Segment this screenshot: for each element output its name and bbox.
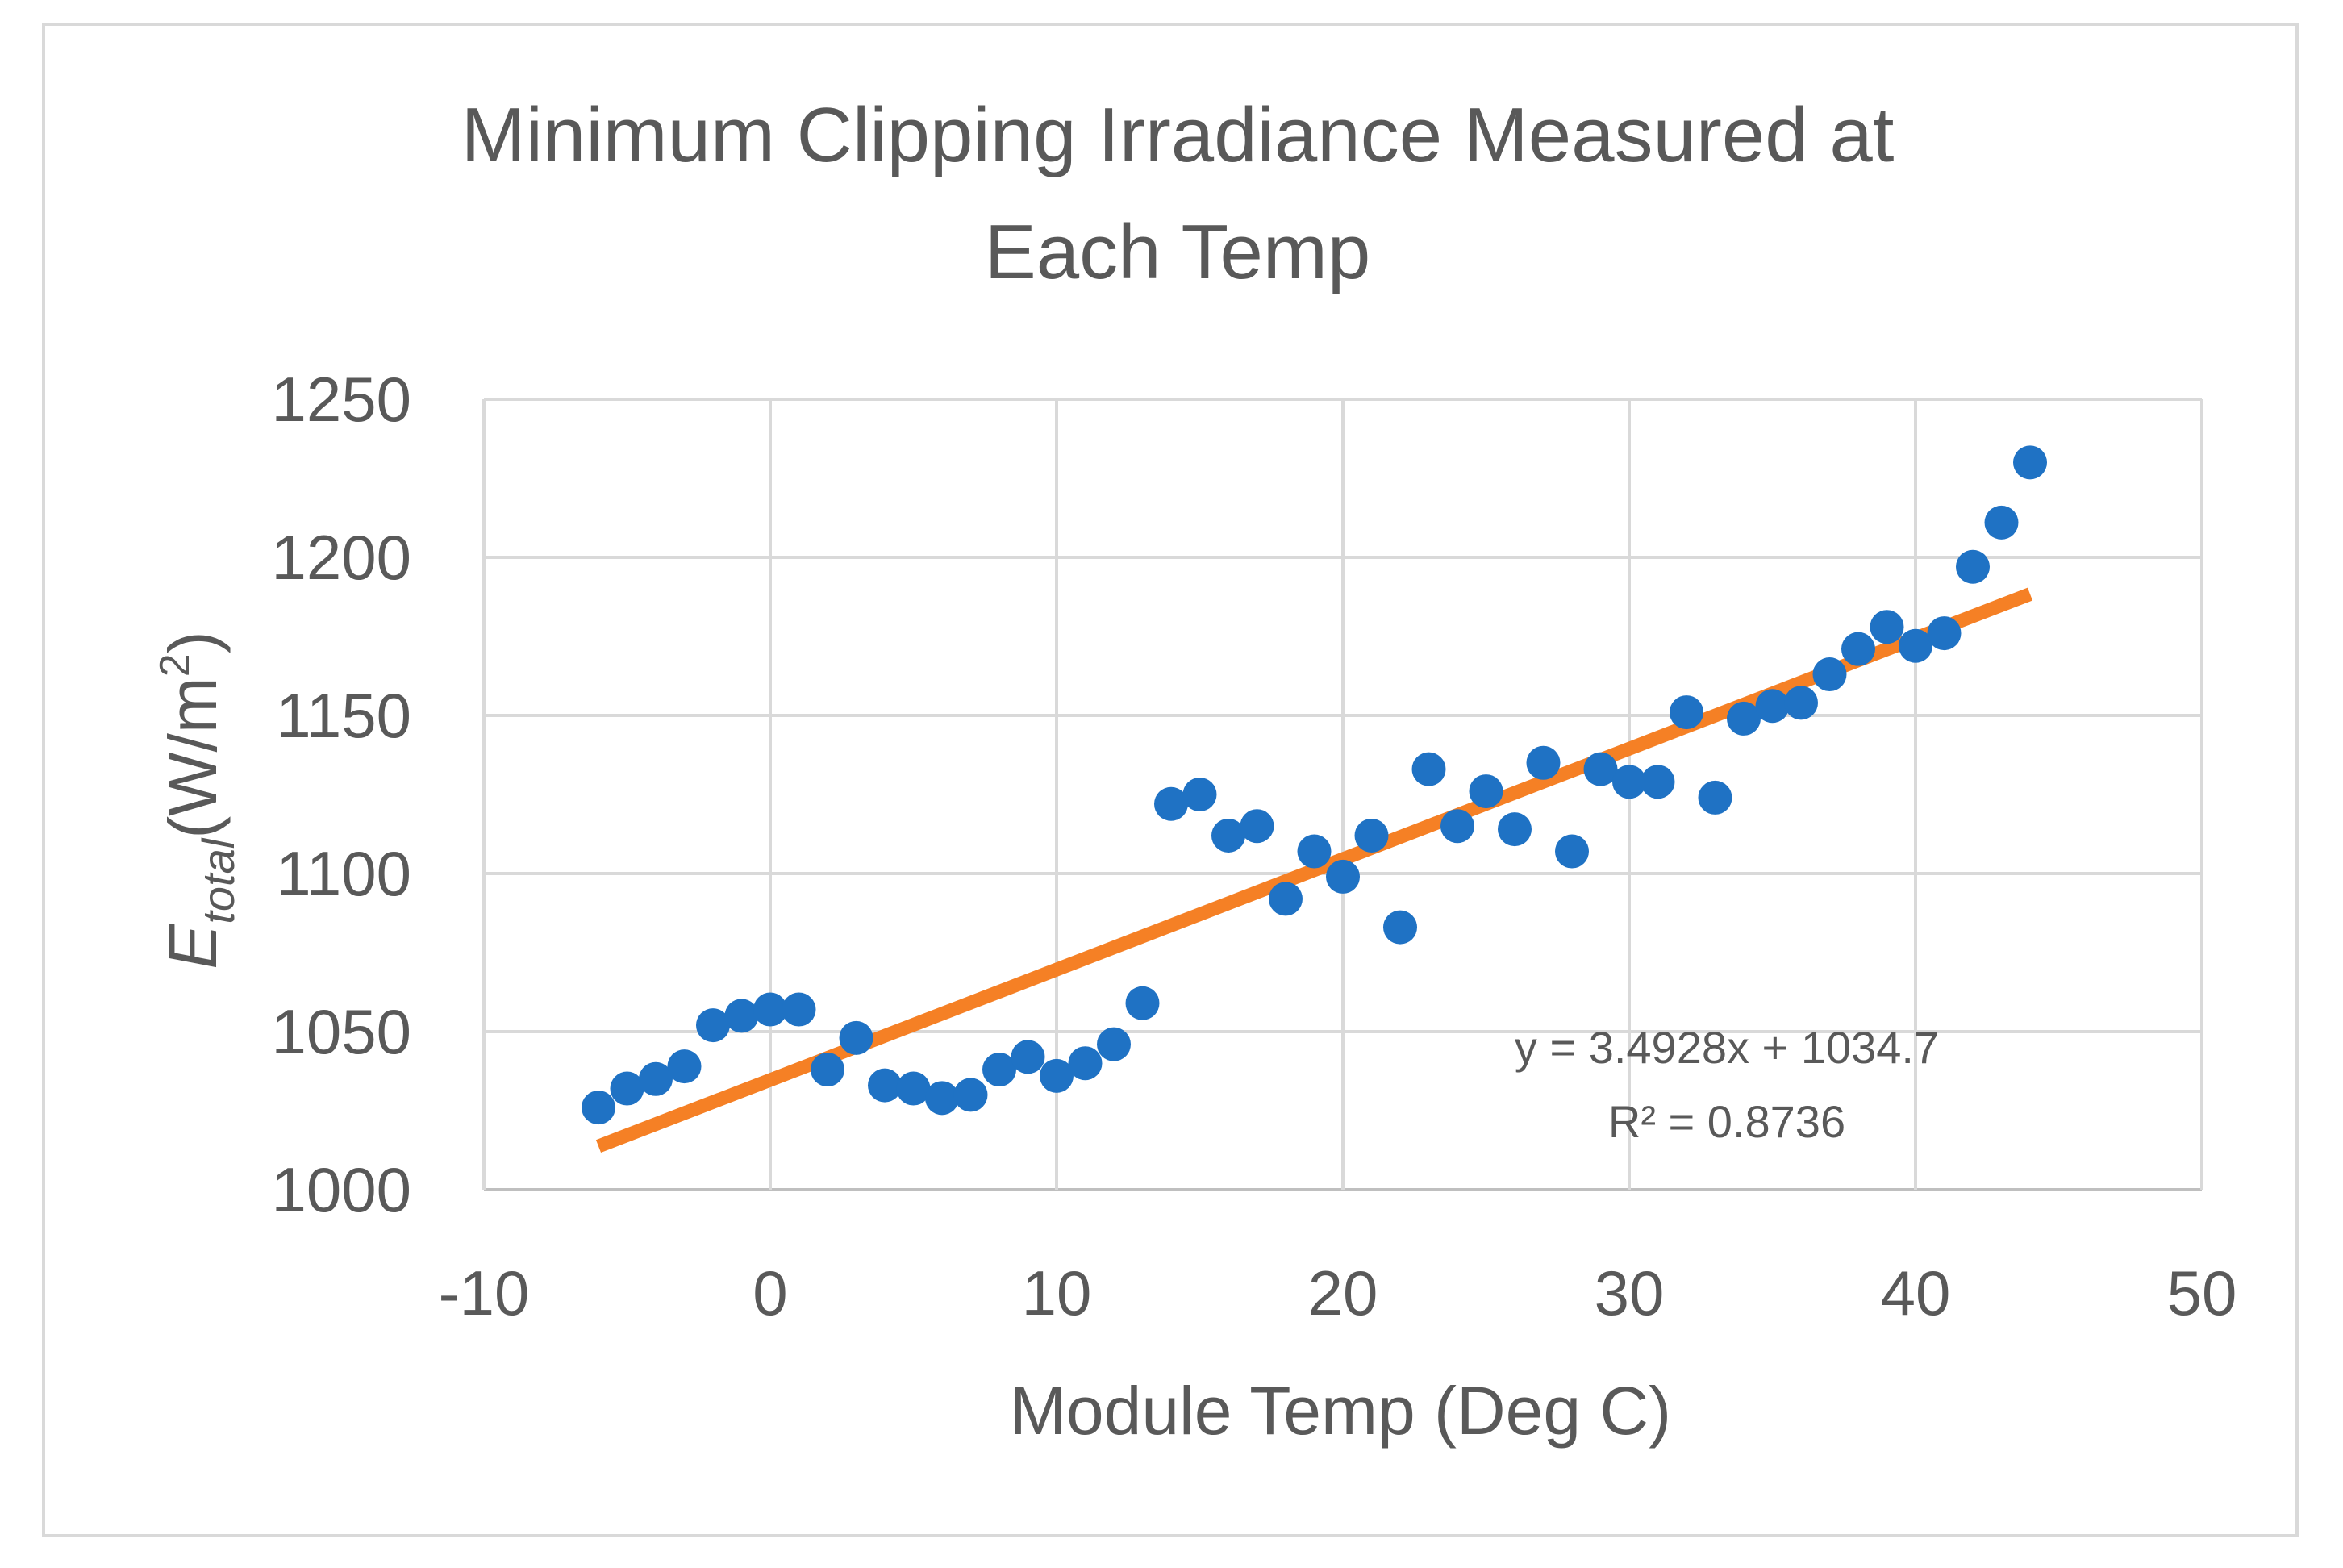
data-point <box>2013 445 2047 480</box>
data-point <box>811 1053 844 1087</box>
data-point <box>1612 765 1646 799</box>
data-points <box>582 445 2047 1125</box>
data-point <box>1899 628 1932 663</box>
data-point <box>724 999 759 1033</box>
data-point <box>1182 778 1217 811</box>
data-point <box>1927 616 1962 651</box>
data-point <box>953 1078 988 1112</box>
data-point <box>1583 752 1618 786</box>
x-tick-label: 40 <box>1881 1257 1951 1328</box>
trendline-equation: y = 3.4928x + 1034.7 <box>1515 1022 1939 1073</box>
data-point <box>1240 809 1274 844</box>
data-point <box>1068 1046 1103 1081</box>
data-point <box>610 1071 644 1106</box>
x-tick-label: 0 <box>753 1257 787 1328</box>
trendline-layer <box>595 587 2033 1153</box>
data-point <box>1154 786 1188 821</box>
y-tick-label: 1100 <box>276 838 411 909</box>
data-point <box>1526 745 1561 780</box>
data-point <box>868 1068 902 1103</box>
y-tick-label: 1250 <box>271 364 411 435</box>
data-point <box>1555 834 1589 869</box>
y-tick-label: 1200 <box>271 522 411 593</box>
data-point <box>1411 752 1446 786</box>
data-point <box>1211 818 1245 853</box>
data-point <box>1269 882 1303 916</box>
y-tick-label: 1000 <box>271 1154 411 1225</box>
data-point <box>1040 1058 1074 1093</box>
data-point <box>1011 1040 1045 1074</box>
y-axis-title-sub: total <box>193 837 244 924</box>
data-point <box>1440 809 1474 844</box>
gridlines <box>482 398 2203 1191</box>
data-point <box>1354 818 1389 853</box>
y-tick-label: 1150 <box>276 680 411 751</box>
data-point <box>982 1053 1016 1087</box>
data-point <box>1297 834 1332 869</box>
x-tick-label: 20 <box>1308 1257 1378 1328</box>
data-point <box>639 1061 673 1096</box>
data-point <box>839 1020 873 1055</box>
data-point <box>1469 774 1503 809</box>
data-point <box>925 1081 959 1116</box>
data-point <box>696 1008 730 1043</box>
data-point <box>1498 812 1532 847</box>
data-point <box>1984 505 2019 540</box>
data-point <box>896 1071 931 1106</box>
data-point <box>1383 910 1417 945</box>
data-point <box>1841 632 1875 666</box>
x-tick-label: 30 <box>1595 1257 1665 1328</box>
data-point <box>1097 1027 1131 1061</box>
data-point <box>1670 695 1703 730</box>
data-point <box>667 1049 702 1084</box>
data-point <box>1698 780 1732 815</box>
data-point <box>1784 686 1818 720</box>
y-axis-title-unit: (W/m <box>155 677 231 839</box>
chart-title-line-2: Each Temp <box>985 209 1371 295</box>
data-point <box>1641 765 1675 799</box>
chart-title-line-1: Minimum Clipping Irradiance Measured at <box>461 92 1895 178</box>
data-point <box>1125 986 1160 1020</box>
x-tick-label: -10 <box>439 1257 530 1328</box>
linear-trendline <box>595 587 2033 1153</box>
data-point <box>1870 610 1904 644</box>
data-point <box>753 992 787 1027</box>
y-axis-title-main: E <box>155 924 231 970</box>
y-axis-title-unit-close: ) <box>155 631 231 653</box>
data-point <box>1812 657 1847 692</box>
trendline-r-squared: R² = 0.8736 <box>1608 1096 1845 1147</box>
x-tick-label: 50 <box>2167 1257 2237 1328</box>
y-tick-label: 1050 <box>271 996 411 1067</box>
data-point <box>782 992 816 1027</box>
data-point <box>1727 701 1761 736</box>
x-axis-title: Module Temp (Deg C) <box>1010 1373 1671 1449</box>
x-tick-label: 10 <box>1022 1257 1092 1328</box>
data-point <box>1755 689 1790 724</box>
chart-area <box>42 23 2299 1537</box>
data-point <box>1326 859 1360 894</box>
axis-tick-labels: 1000 1050 1100 1150 1200 1250 -10 0 10 20 30 40 50 <box>271 364 2237 1328</box>
data-point <box>582 1091 615 1125</box>
data-point <box>1956 549 1990 584</box>
y-axis-title-unit-sup: 2 <box>152 653 198 677</box>
y-axis-title: Etotal(W/m2) <box>152 631 244 969</box>
